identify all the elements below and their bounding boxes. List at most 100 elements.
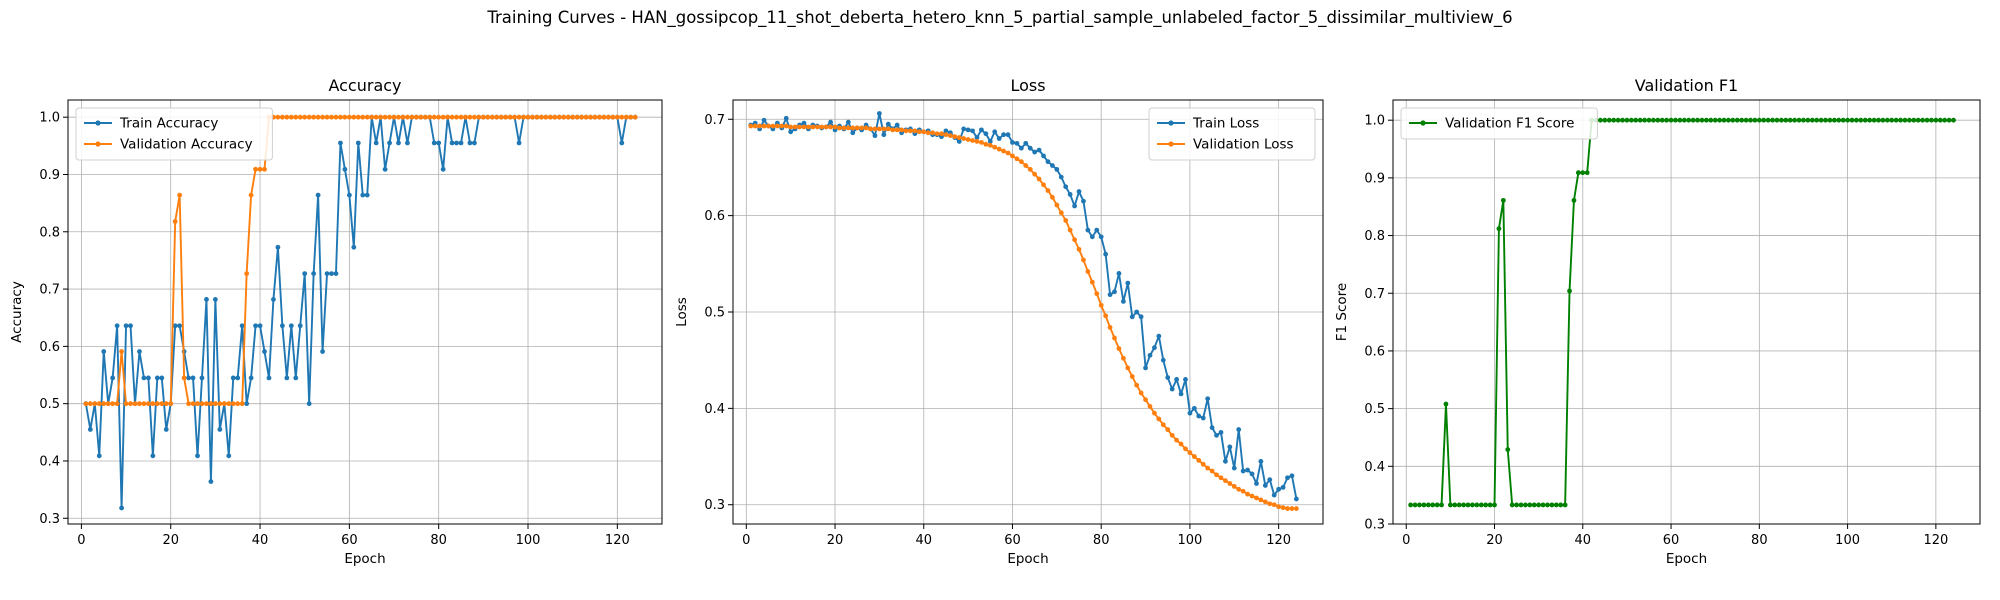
series-validation-loss bbox=[748, 123, 1299, 511]
legend-marker bbox=[95, 141, 101, 147]
data-point bbox=[1496, 226, 1502, 232]
data-point bbox=[1103, 251, 1109, 257]
data-point bbox=[1580, 170, 1586, 176]
data-point bbox=[1531, 502, 1537, 508]
data-point bbox=[1827, 117, 1833, 123]
data-point bbox=[83, 401, 89, 407]
data-point bbox=[279, 114, 285, 120]
data-point bbox=[1408, 502, 1414, 508]
x-tick-label: 100 bbox=[1178, 533, 1203, 548]
data-point bbox=[1191, 405, 1197, 411]
series-line bbox=[750, 125, 1297, 510]
data-point bbox=[1209, 468, 1215, 474]
data-point bbox=[217, 427, 223, 432]
data-point bbox=[378, 114, 384, 120]
data-point bbox=[1783, 117, 1789, 123]
y-tick-label: 0.6 bbox=[1364, 344, 1385, 359]
data-point bbox=[440, 114, 446, 120]
data-point bbox=[766, 123, 771, 129]
x-tick-label: 120 bbox=[1266, 533, 1291, 548]
data-point bbox=[859, 125, 865, 131]
data-point bbox=[1103, 313, 1109, 319]
data-point bbox=[1107, 292, 1113, 298]
data-point bbox=[346, 192, 352, 198]
legend: Train Accuracy Validation Accuracy bbox=[75, 107, 273, 161]
data-point bbox=[230, 375, 236, 381]
x-tick-label: 60 bbox=[341, 533, 358, 548]
data-point bbox=[979, 127, 984, 133]
data-point bbox=[1478, 502, 1484, 508]
y-tick-label: 0.3 bbox=[39, 512, 60, 527]
data-point bbox=[979, 140, 984, 145]
data-point bbox=[364, 192, 370, 198]
y-tick-label: 0.9 bbox=[39, 168, 60, 183]
data-point bbox=[1712, 117, 1718, 123]
data-point bbox=[96, 453, 102, 459]
data-point bbox=[275, 244, 281, 250]
x-tick-label: 40 bbox=[915, 533, 932, 548]
data-point bbox=[1262, 483, 1268, 488]
data-point bbox=[881, 126, 887, 132]
data-point bbox=[1129, 314, 1135, 320]
data-point bbox=[1620, 117, 1625, 123]
data-point bbox=[186, 401, 191, 407]
data-point bbox=[1072, 203, 1077, 209]
data-point bbox=[614, 114, 620, 120]
data-point bbox=[128, 401, 133, 407]
data-point bbox=[1236, 427, 1242, 432]
data-point bbox=[1456, 502, 1462, 508]
data-point bbox=[1637, 117, 1643, 123]
data-point bbox=[1143, 397, 1148, 403]
data-point bbox=[204, 296, 209, 302]
data-point bbox=[788, 129, 794, 135]
data-point bbox=[1276, 504, 1282, 510]
data-point bbox=[1505, 447, 1511, 452]
data-point bbox=[293, 114, 299, 120]
data-point bbox=[1778, 117, 1784, 123]
data-point bbox=[1258, 458, 1264, 464]
data-point bbox=[1125, 280, 1131, 286]
data-point bbox=[199, 375, 205, 381]
data-point bbox=[1602, 117, 1608, 123]
data-point bbox=[974, 135, 980, 140]
data-point bbox=[876, 126, 882, 132]
x-tick-label: 80 bbox=[1093, 533, 1110, 548]
data-point bbox=[114, 401, 120, 407]
data-point bbox=[373, 140, 379, 146]
data-point bbox=[863, 125, 869, 131]
data-point bbox=[329, 114, 334, 120]
data-point bbox=[845, 125, 851, 131]
data-point bbox=[1906, 117, 1912, 123]
data-point bbox=[324, 271, 330, 277]
data-point bbox=[1271, 502, 1277, 508]
data-point bbox=[1615, 117, 1621, 123]
data-point bbox=[1703, 117, 1709, 123]
data-point bbox=[248, 192, 254, 198]
data-point bbox=[1540, 502, 1546, 508]
data-point bbox=[1651, 117, 1656, 123]
data-point bbox=[454, 140, 459, 146]
x-tick-label: 20 bbox=[162, 533, 179, 548]
data-point bbox=[413, 114, 419, 120]
data-point bbox=[342, 166, 348, 172]
data-point bbox=[391, 114, 397, 120]
data-point bbox=[320, 349, 325, 354]
data-point bbox=[163, 427, 169, 432]
y-axis-label: F1 Score bbox=[1334, 283, 1350, 341]
data-point bbox=[1840, 117, 1846, 123]
data-point bbox=[150, 453, 156, 459]
data-point bbox=[342, 114, 348, 120]
data-point bbox=[405, 140, 410, 146]
data-point bbox=[556, 114, 562, 120]
data-point bbox=[1014, 140, 1020, 146]
data-point bbox=[1721, 117, 1727, 123]
data-point bbox=[810, 124, 816, 130]
data-point bbox=[1196, 458, 1202, 463]
data-point bbox=[351, 114, 357, 120]
data-point bbox=[467, 140, 473, 146]
data-point bbox=[405, 114, 410, 120]
data-point bbox=[382, 114, 388, 120]
data-point bbox=[315, 192, 321, 198]
data-point bbox=[1280, 484, 1286, 490]
data-point bbox=[306, 114, 312, 120]
